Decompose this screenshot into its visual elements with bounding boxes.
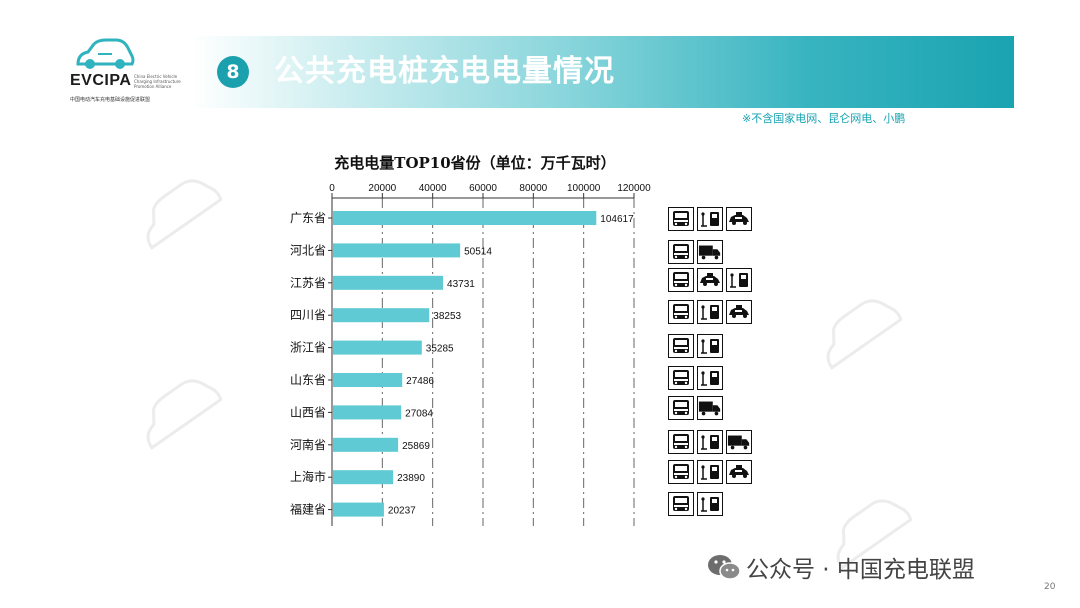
bus-icon <box>668 207 694 231</box>
watermark-logo-icon <box>146 179 223 250</box>
icon-row <box>668 460 752 486</box>
taxi-icon <box>726 207 752 231</box>
category-label: 河北省 <box>290 243 326 257</box>
bus-icon <box>668 334 694 358</box>
data-label: 50514 <box>464 246 492 257</box>
category-label: 江苏省 <box>290 276 326 290</box>
icon-row <box>668 334 723 360</box>
footer-source: 公众号 · 中国充电联盟 <box>746 557 975 583</box>
data-label: 27486 <box>406 376 434 387</box>
category-label: 山西省 <box>290 405 326 419</box>
data-label: 27084 <box>405 408 433 419</box>
chart-title: 充电电量TOP10省份（单位：万千瓦时） <box>334 154 615 172</box>
x-tick-label: 20000 <box>368 183 396 194</box>
watermark-logo-icon <box>826 299 903 370</box>
category-label: 浙江省 <box>290 341 326 355</box>
evcipa-logo: EVCIPA China Electric Vehicle Charging I… <box>68 38 181 104</box>
footnote: ※不含国家电网、昆仑网电、小鹏 <box>742 112 906 125</box>
brand-sub: China Electric Vehicle Charging Infrastr… <box>134 74 181 89</box>
charger-icon <box>697 207 723 231</box>
icon-row <box>668 492 723 518</box>
bus-icon <box>668 492 694 516</box>
bus-icon <box>668 268 694 292</box>
category-label: 河南省 <box>290 437 326 452</box>
taxi-icon <box>726 300 752 324</box>
bar <box>333 211 597 225</box>
charger-icon <box>697 430 723 454</box>
x-tick-label: 60000 <box>469 183 497 194</box>
truck-icon <box>697 240 723 264</box>
bus-icon <box>668 366 694 390</box>
icon-row <box>668 366 723 392</box>
x-tick-label: 80000 <box>519 183 547 194</box>
data-label: 20237 <box>388 506 416 517</box>
icon-row <box>668 240 723 266</box>
bar <box>333 275 444 290</box>
bar <box>333 405 402 420</box>
bar <box>333 243 461 258</box>
icon-row <box>668 300 752 326</box>
taxi-icon <box>726 460 752 484</box>
bar <box>333 340 422 355</box>
page-number: 20 <box>1044 582 1056 592</box>
bar <box>333 308 430 323</box>
bar <box>333 470 394 485</box>
bus-icon <box>668 396 694 420</box>
truck-icon <box>697 396 723 420</box>
charger-icon <box>697 334 723 358</box>
category-label: 四川省 <box>290 308 326 322</box>
x-tick-label: 40000 <box>419 183 447 194</box>
bus-icon <box>668 430 694 454</box>
data-label: 23890 <box>397 473 425 484</box>
bar <box>333 437 399 452</box>
icon-row <box>668 207 752 233</box>
data-label: 104617 <box>600 214 634 225</box>
charger-icon <box>697 460 723 484</box>
page-title: 公共充电桩充电电量情况 <box>274 54 615 89</box>
bar-chart: 充电电量TOP10省份（单位：万千瓦时） 0 20000 40000 60000 800… <box>290 154 651 526</box>
category-label: 山东省 <box>290 373 326 387</box>
x-tick-label: 100000 <box>567 183 601 194</box>
x-tick-label: 120000 <box>617 183 651 194</box>
charger-icon <box>697 492 723 516</box>
title-banner <box>192 36 1014 108</box>
x-tick-label: 0 <box>329 183 335 194</box>
category-label: 上海市 <box>290 469 326 484</box>
bus-icon <box>668 240 694 264</box>
data-label: 25869 <box>402 441 430 452</box>
category-label: 广东省 <box>290 211 326 225</box>
bus-icon <box>668 460 694 484</box>
bar <box>333 502 384 517</box>
charger-icon <box>726 268 752 292</box>
bus-icon <box>668 300 694 324</box>
watermark-logo-icon <box>146 379 223 450</box>
icon-row <box>668 268 752 294</box>
data-label: 38253 <box>433 311 461 322</box>
icon-row <box>668 430 752 456</box>
brand-name: EVCIPA <box>70 72 132 89</box>
ev-car-logo-icon <box>76 38 135 69</box>
wechat-icon <box>708 555 741 580</box>
data-label: 35285 <box>426 344 454 355</box>
data-label: 43731 <box>447 279 475 290</box>
icon-row <box>668 396 723 422</box>
charger-icon <box>697 300 723 324</box>
brand-cn: 中国电动汽车充电基础设施促进联盟 <box>70 97 151 103</box>
bar <box>333 373 403 387</box>
watermark-logo-icon <box>836 499 913 570</box>
taxi-icon <box>697 268 723 292</box>
section-number-badge: 8 <box>217 56 249 88</box>
charger-icon <box>697 366 723 390</box>
truck-icon <box>726 430 752 454</box>
category-label: 福建省 <box>290 502 326 517</box>
